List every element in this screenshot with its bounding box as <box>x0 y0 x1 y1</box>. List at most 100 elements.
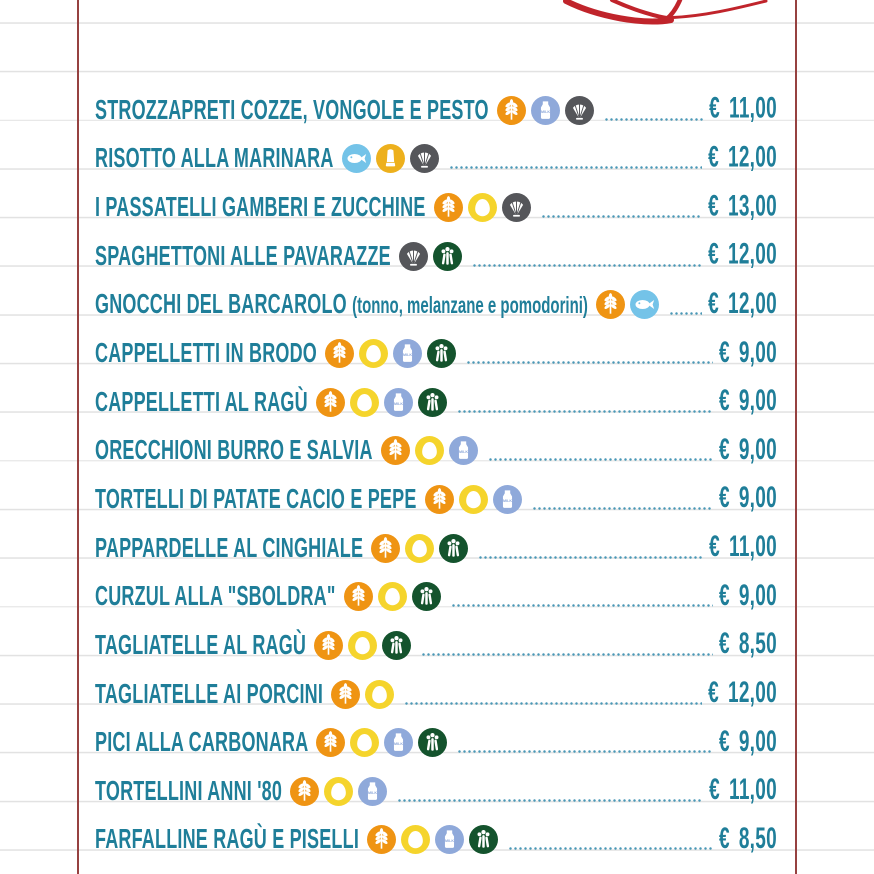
allergen-icons: MILK <box>315 387 447 417</box>
fish-icon <box>341 144 371 174</box>
dish-name-text: CAPPELLETTI IN BRODO <box>95 337 318 369</box>
menu-item-row: SPAGHETTONI ALLE PAVARAZZE €12,00 <box>95 232 777 281</box>
price-amount: 12,00 <box>727 287 777 321</box>
milk-bottle-icon: MILK <box>358 776 388 806</box>
price-amount: 11,00 <box>729 774 777 807</box>
dish-name-text: TAGLIATELLE AI PORCINI <box>95 677 324 709</box>
allergen-icons <box>314 630 412 660</box>
wheat-icon <box>325 339 355 369</box>
celery-icon <box>427 339 457 369</box>
egg-icon <box>324 776 354 806</box>
menu-item-row: TORTELLINI ANNI '80 MILK €11,00 <box>95 767 777 816</box>
price: €11,00 <box>709 531 777 565</box>
price: €11,00 <box>709 93 777 127</box>
svg-text:MILK: MILK <box>394 402 403 406</box>
svg-text:MILK: MILK <box>445 839 454 843</box>
price-amount: 11,00 <box>729 93 777 126</box>
svg-text:MILK: MILK <box>395 742 404 746</box>
milk-bottle-icon: MILK <box>492 484 522 514</box>
dotted-leader <box>478 555 704 559</box>
price: €9,00 <box>719 336 777 370</box>
wheat-icon <box>314 630 344 660</box>
svg-text:MILK: MILK <box>403 353 412 357</box>
dish-name: PICI ALLA CARBONARA <box>95 726 308 759</box>
celery-icon <box>439 533 469 563</box>
menu-item-row: CAPPELLETTI AL RAGÙ MILK €9,00 <box>95 378 777 427</box>
wheat-icon <box>367 825 397 855</box>
dotted-leader <box>466 361 713 365</box>
dotted-leader <box>508 847 713 851</box>
currency-symbol: € <box>708 141 719 175</box>
shell-icon <box>564 95 594 125</box>
dish-name-text: GNOCCHI DEL BARCAROLO <box>95 288 347 320</box>
allergen-icons: MILK <box>325 339 457 369</box>
dotted-leader <box>448 166 703 170</box>
allergen-icons: MILK <box>424 484 522 514</box>
dish-name-text: I PASSATELLI GAMBERI E ZUCCHINE <box>95 191 426 223</box>
price-amount: 12,00 <box>727 239 777 272</box>
price-amount: 8,50 <box>738 822 777 856</box>
price: €11,00 <box>709 774 777 808</box>
celery-icon <box>469 825 499 855</box>
currency-symbol: € <box>718 433 730 467</box>
dish-name: CAPPELLETTI IN BRODO <box>95 337 317 370</box>
celery-icon <box>411 582 441 612</box>
allergen-icons: MILK <box>290 776 388 806</box>
milk-bottle-icon: MILK <box>384 728 414 758</box>
menu-item-row: PAPPARDELLE AL CINGHIALE €11,00 <box>95 524 777 573</box>
allergen-icons <box>433 193 531 223</box>
dish-name-text: TORTELLINI ANNI '80 <box>95 775 283 807</box>
menu-item-row: FARFALLINE RAGÙ E PISELLI MILK €8,50 <box>95 816 777 865</box>
wheat-icon <box>343 582 373 612</box>
dotted-leader <box>487 458 713 462</box>
dotted-leader <box>668 312 703 316</box>
milk-bottle-icon: MILK <box>383 387 413 417</box>
dish-name: SPAGHETTONI ALLE PAVARAZZE <box>95 240 391 273</box>
allergen-icons <box>398 241 462 271</box>
currency-symbol: € <box>718 336 730 370</box>
currency-symbol: € <box>708 676 719 710</box>
svg-text:MILK: MILK <box>459 450 468 454</box>
price: €9,00 <box>719 385 777 419</box>
allergen-icons <box>371 533 469 563</box>
dish-name-text: TAGLIATELLE AL RAGÙ <box>95 629 307 661</box>
menu-item-list: STROZZAPRETI COZZE, VONGOLE E PESTO MILK… <box>95 86 777 864</box>
menu-item-row: PICI ALLA CARBONARA MILK €9,00 <box>95 718 777 767</box>
dotted-leader <box>457 750 713 754</box>
price: €8,50 <box>719 823 777 857</box>
dotted-leader <box>456 409 713 413</box>
shell-icon <box>409 144 439 174</box>
egg-icon <box>350 728 380 758</box>
menu-item-row: STROZZAPRETI COZZE, VONGOLE E PESTO MILK… <box>95 86 777 135</box>
price: €8,50 <box>719 628 777 662</box>
allergen-icons <box>331 679 395 709</box>
right-margin-line <box>795 0 798 874</box>
dotted-leader <box>450 604 713 608</box>
price-amount: 11,00 <box>729 531 777 564</box>
wheat-icon <box>331 679 361 709</box>
dish-name: I PASSATELLI GAMBERI E ZUCCHINE <box>95 191 426 224</box>
milk-bottle-icon: MILK <box>448 436 478 466</box>
dish-name: TAGLIATELLE AL RAGÙ <box>95 629 306 662</box>
wheat-icon <box>371 533 401 563</box>
wheat-icon <box>315 387 345 417</box>
dish-name: CURZUL ALLA "SBOLDRA" <box>95 580 336 613</box>
currency-symbol: € <box>709 774 720 807</box>
egg-icon <box>401 825 431 855</box>
egg-icon <box>348 630 378 660</box>
dish-name-text: TORTELLI DI PATATE CACIO E PEPE <box>95 483 417 515</box>
currency-symbol: € <box>709 93 720 126</box>
dish-note: (tonno, melanzane e pomodorini) <box>352 293 588 320</box>
egg-icon <box>405 533 435 563</box>
dish-name: FARFALLINE RAGÙ E PISELLI <box>95 824 359 857</box>
dish-name: STROZZAPRETI COZZE, VONGOLE E PESTO <box>95 94 489 127</box>
currency-symbol: € <box>718 482 730 515</box>
egg-icon <box>458 484 488 514</box>
menu-item-row: CAPPELLETTI IN BRODO MILK €9,00 <box>95 329 777 378</box>
dish-name-text: FARFALLINE RAGÙ E PISELLI <box>95 823 360 855</box>
allergen-icons: MILK <box>316 728 448 758</box>
currency-symbol: € <box>718 579 730 613</box>
price-amount: 13,00 <box>727 190 777 224</box>
egg-icon <box>365 679 395 709</box>
